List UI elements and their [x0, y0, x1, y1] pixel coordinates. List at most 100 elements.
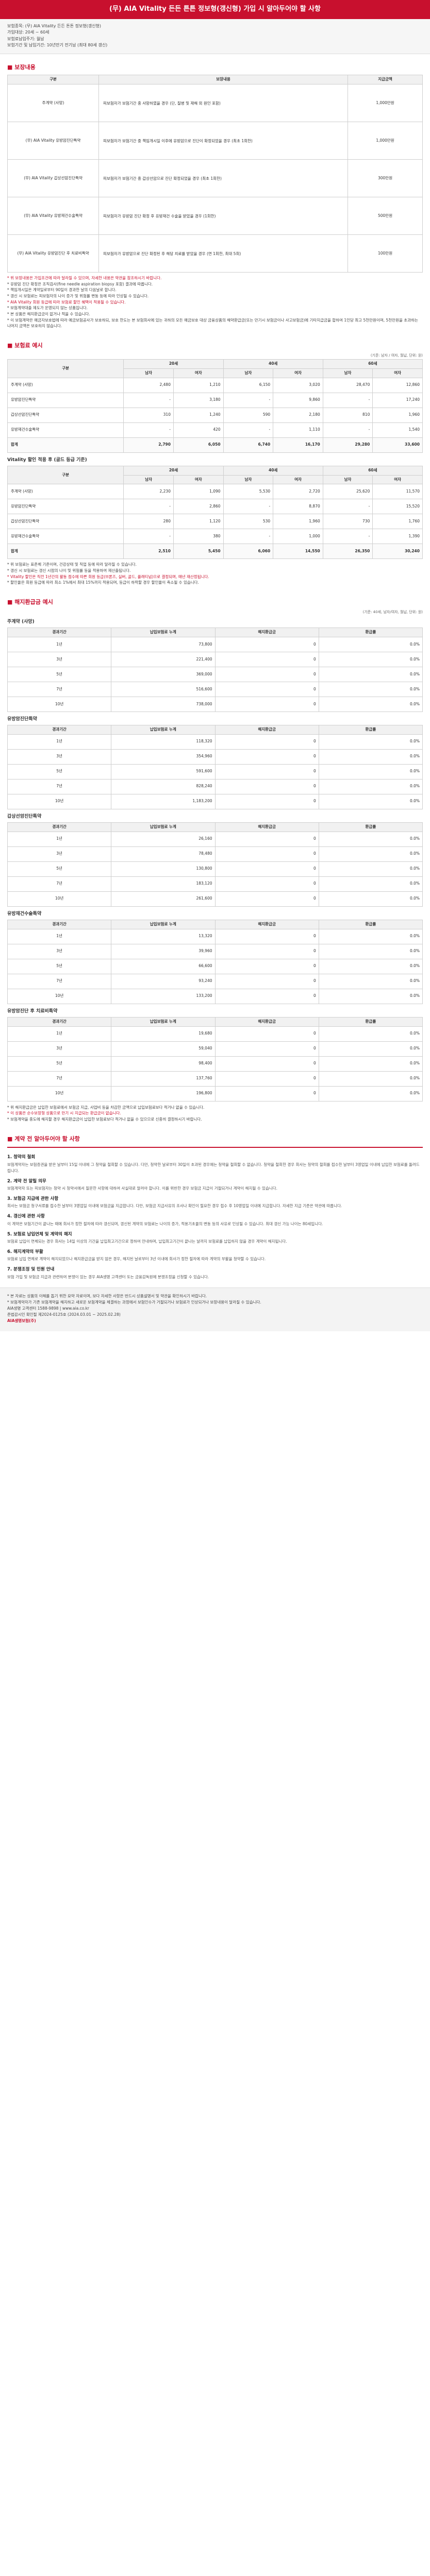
cell: 14,550: [273, 544, 323, 560]
refund-period: 7년: [7, 681, 112, 697]
row-label: 주계약 (사망): [7, 377, 124, 393]
cell: 2,480: [123, 377, 174, 393]
refund-period: 10년: [7, 891, 112, 907]
refund-cell: 39,960: [111, 943, 216, 959]
coverage-desc: 피보험자가 보험기간 중 책임개시일 이후에 유방암으로 진단이 확정되었을 경…: [98, 122, 349, 160]
coverage-amount: 500만원: [348, 197, 423, 235]
cell: -: [123, 499, 174, 515]
premium-subheader: 여자: [273, 368, 323, 378]
row-label: 갑상선암진단특약: [7, 407, 124, 423]
cell: 25,620: [322, 484, 373, 500]
note-line: * 위 보험료는 표준체 기준이며, 건강상태 및 직업 등에 따라 달라질 수…: [7, 562, 137, 567]
cell: 17,240: [372, 392, 423, 408]
premium-notes: * 위 보험료는 표준체 기준이며, 건강상태 및 직업 등에 따라 달라질 수…: [7, 562, 423, 586]
refund-cell: 0.0%: [318, 988, 423, 1004]
cell: 29,280: [322, 437, 373, 453]
table-row: 주계약 (사망) 2,480 1,210 6,150 3,020 28,470 …: [7, 377, 423, 393]
table-row: 유방재건수술특약 - 420 - 1,110 - 1,540: [7, 422, 423, 438]
premium-table-a: 구분 20세 40세 60세 남자 여자 남자 여자 남자 여자 주계약 (사망…: [7, 359, 423, 453]
premium-subheader: 남자: [123, 474, 174, 485]
page-banner: (무) AIA Vitality 든든 튼튼 정보형(갱신형) 가입 시 알아두…: [0, 0, 430, 19]
cell: -: [322, 422, 373, 438]
premium-header: 구분: [7, 465, 124, 485]
refund-cell: 0: [214, 1056, 319, 1072]
caution-item-body: 회사는 보험금 청구서류를 접수한 날부터 3영업일 이내에 보험금을 지급합니…: [7, 1204, 342, 1209]
intro-line: 가입대상: 20세 ~ 60세: [7, 30, 49, 35]
coverage-desc: 피보험자가 보험기간 중 갑상선암으로 진단 확정되었을 경우 (최초 1회한): [98, 159, 349, 198]
row-label: 유방암진단특약: [7, 499, 124, 515]
refund-header: 환급률: [318, 1016, 423, 1027]
caution-item: 6. 해지계약의 부활 보험료 납입 연체로 계약이 해지되었으나 해지환급금을 …: [7, 1249, 423, 1262]
refund-period: 1년: [7, 636, 112, 652]
premium-header: 20세: [123, 465, 224, 476]
cell: -: [322, 392, 373, 408]
refund-cell: 591,600: [111, 764, 216, 779]
cell: 2,510: [123, 544, 174, 560]
cell: 2,860: [173, 499, 224, 515]
refund-title: ■ 해지환급금 예시: [7, 598, 53, 605]
premium-title: ■ 보험료 예시: [7, 342, 43, 349]
refund-header: 환급률: [318, 919, 423, 929]
refund-cell: 0.0%: [318, 651, 423, 667]
table-row: 10년 133,200 0 0.0%: [7, 988, 423, 1004]
cell: 2,720: [273, 484, 323, 500]
footer-line: * 보험계약자가 기존 보험계약을 해지하고 새로운 보험계약을 체결하는 과정…: [7, 1299, 261, 1304]
refund-cell: 221,400: [111, 651, 216, 667]
row-label: 유방재건수술특약: [7, 529, 124, 545]
table-row: 주계약 (사망) 2,230 1,090 5,530 2,720 25,620 …: [7, 484, 423, 500]
refund-table: 경과기간 납입보험료 누계 해지환급금 환급률 1년 73,800 0 0.0% 3년 221,4…: [7, 628, 423, 712]
cell: -: [223, 499, 274, 515]
cell: 6,150: [223, 377, 274, 393]
refund-cell: 0.0%: [318, 734, 423, 750]
refund-period: 10년: [7, 793, 112, 809]
table-row: 7년 828,240 0 0.0%: [7, 778, 423, 794]
refund-cell: 0.0%: [318, 1086, 423, 1101]
coverage-desc: 피보험자가 유방암으로 진단 확정된 후 해당 치료를 받았을 경우 (연 1회…: [98, 234, 349, 273]
table-row: 갑상선암진단특약 310 1,240 590 2,180 810 1,960: [7, 407, 423, 423]
caution-item-heading: 1. 청약의 철회: [7, 1155, 36, 1160]
cell: 2,230: [123, 484, 174, 500]
refund-period: 5년: [7, 764, 112, 779]
refund-cell: 0.0%: [318, 831, 423, 847]
caution-item-heading: 6. 해지계약의 부활: [7, 1249, 43, 1255]
refund-period: 10년: [7, 1086, 112, 1101]
premium-unit: (기준: 남자 / 여자, 월납, 단위: 원): [370, 353, 423, 358]
cell: 2,180: [273, 407, 323, 423]
table-row: 3년 78,480 0 0.0%: [7, 846, 423, 862]
note-line: * 본 상품은 해지환급금이 없거나 적을 수 있습니다.: [7, 311, 90, 316]
cell: 530: [223, 514, 274, 530]
premium-header: 60세: [322, 359, 423, 369]
refund-table: 경과기간 납입보험료 누계 해지환급금 환급률 1년 26,160 0 0.0% 3년 78,48…: [7, 822, 423, 907]
refund-cell: 0.0%: [318, 973, 423, 989]
note-line: * 갱신 시 보험료는 피보험자의 나이 증가 및 위험률 변동 등에 따라 인…: [7, 294, 149, 299]
note-line: * 보험계약대출 제도가 운영되지 않는 상품입니다.: [7, 306, 88, 311]
refund-period: 10년: [7, 988, 112, 1004]
premium-subheader: 여자: [173, 368, 224, 378]
refund-cell: 261,600: [111, 891, 216, 907]
cell: 1,760: [372, 514, 423, 530]
refund-cell: 0.0%: [318, 943, 423, 959]
intro-line: 보험료납입주기: 월납: [7, 36, 44, 41]
refund-cell: 0.0%: [318, 636, 423, 652]
cell: -: [322, 529, 373, 545]
table-total-row: 합계 2,790 6,050 6,740 16,170 29,280 33,60…: [7, 437, 423, 453]
table-row: 10년 261,600 0 0.0%: [7, 891, 423, 907]
refund-period: 3년: [7, 1041, 112, 1057]
refund-group-caption: 유방재건수술특약: [7, 911, 42, 917]
refund-period: 5년: [7, 1056, 112, 1072]
refund-table: 경과기간 납입보험료 누계 해지환급금 환급률 1년 13,320 0 0.0% 3년 39,96…: [7, 919, 423, 1004]
caution-item: 4. 갱신에 관한 사항 이 계약은 보험기간이 끝나는 때에 회사가 정한 절차…: [7, 1213, 423, 1227]
coverage-amount: 100만원: [348, 234, 423, 273]
cell: 590: [223, 407, 274, 423]
refund-group-caption: 주계약 (사망): [7, 619, 35, 625]
premium-subheader: 남자: [322, 368, 373, 378]
refund-cell: 0: [214, 1071, 319, 1087]
refund-cell: 0.0%: [318, 778, 423, 794]
refund-cell: 0: [214, 651, 319, 667]
refund-group-caption: 유방암진단 후 치료비특약: [7, 1008, 58, 1014]
refund-header: 해지환급금: [214, 1016, 319, 1027]
refund-cell: 13,320: [111, 928, 216, 944]
refund-period: 7년: [7, 778, 112, 794]
cell: 6,050: [173, 437, 224, 453]
caution-item-body: 보험료 납입이 연체되는 경우 회사는 14일 이상의 기간을 납입최고기간으로…: [7, 1239, 287, 1244]
